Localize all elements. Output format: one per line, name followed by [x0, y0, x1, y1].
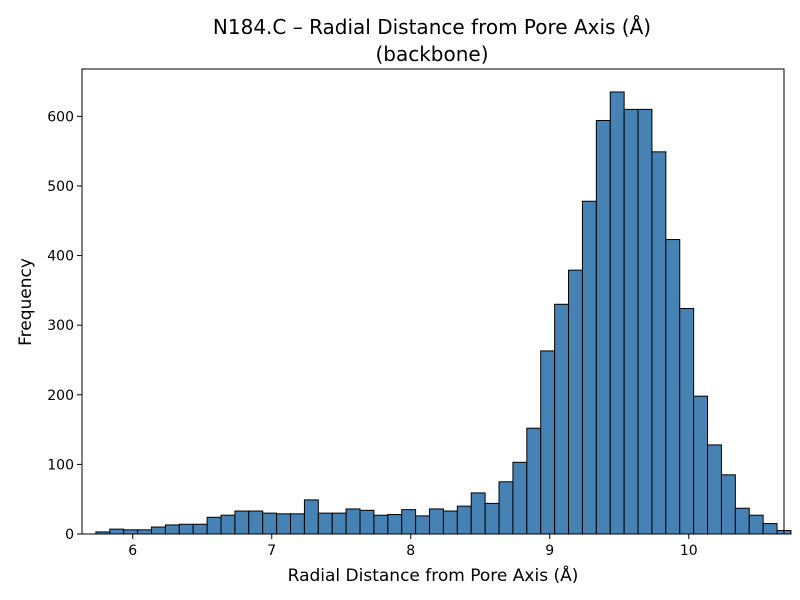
x-tick-label: 8 — [406, 543, 415, 559]
histogram-bar — [693, 395, 709, 535]
histogram-bar — [206, 516, 222, 535]
histogram-bar — [679, 307, 695, 535]
histogram-bar — [248, 510, 264, 535]
histogram-bar — [151, 526, 166, 535]
x-tick-label: 7 — [267, 543, 276, 559]
histogram-bar — [748, 514, 764, 535]
x-tick-label: 6 — [128, 543, 137, 559]
histogram-bar — [720, 474, 736, 535]
histogram-bar — [262, 512, 278, 535]
histogram-bar — [498, 481, 514, 535]
histogram-bar — [456, 505, 472, 535]
histogram-bar — [512, 461, 528, 535]
histogram-bar — [707, 444, 722, 535]
y-axis-ticks: 0 100 200 300 400 500 600 — [47, 109, 82, 543]
histogram-bar — [109, 528, 125, 535]
histogram-bar — [554, 303, 570, 535]
histogram-bar — [290, 513, 305, 535]
y-tick-label: 500 — [47, 179, 74, 195]
histogram-bar — [595, 120, 611, 535]
histogram-bar — [415, 515, 431, 535]
histogram-bar — [540, 350, 556, 535]
histogram-bar — [276, 513, 292, 535]
histogram-bar — [762, 523, 778, 535]
histogram-bar — [637, 108, 653, 535]
y-axis-label: Frequency — [16, 258, 36, 346]
histogram-bar — [470, 492, 486, 535]
histogram-bar — [623, 108, 639, 535]
histogram-bar — [568, 269, 583, 535]
y-tick-label: 400 — [47, 249, 74, 265]
histogram-bar — [137, 529, 153, 535]
histogram-bar — [651, 151, 667, 535]
histogram-bar — [303, 499, 319, 535]
histogram-bar — [220, 514, 236, 535]
plot-frame — [81, 68, 785, 535]
x-tick-label: 10 — [680, 543, 698, 559]
histogram-bar — [609, 91, 625, 535]
y-tick-label: 200 — [47, 388, 74, 404]
histogram-bar — [234, 510, 250, 535]
histogram-bar — [317, 512, 333, 535]
histogram-bar — [442, 510, 458, 535]
histogram-bar — [734, 507, 750, 535]
histogram-bar — [345, 508, 361, 535]
histogram-bar — [373, 514, 389, 535]
y-tick-label: 100 — [47, 457, 74, 473]
histogram-bar — [331, 512, 347, 535]
histogram-bar — [164, 524, 180, 535]
histogram-bar — [401, 509, 417, 535]
y-tick-label: 600 — [47, 109, 74, 125]
x-axis-label: Radial Distance from Pore Axis (Å) — [288, 564, 579, 586]
chart-title-line2: (backbone) — [375, 42, 488, 66]
histogram-bar — [484, 502, 500, 535]
y-tick-label: 300 — [47, 318, 74, 334]
histogram-bar — [192, 523, 208, 535]
x-axis-ticks: 6 7 8 9 10 — [128, 534, 698, 559]
histogram-bar — [581, 200, 597, 535]
x-tick-label: 9 — [545, 543, 554, 559]
chart-title-line1: N184.C – Radial Distance from Pore Axis … — [213, 15, 651, 39]
histogram-bar — [123, 529, 139, 535]
histogram-bar — [665, 239, 681, 535]
y-tick-label: 0 — [65, 527, 74, 543]
histogram-bar — [429, 508, 444, 535]
histogram-bar — [178, 523, 194, 535]
histogram-bar — [359, 509, 375, 535]
histogram-bar — [526, 427, 542, 535]
histogram-bars — [95, 91, 792, 535]
histogram-bar — [387, 514, 403, 535]
